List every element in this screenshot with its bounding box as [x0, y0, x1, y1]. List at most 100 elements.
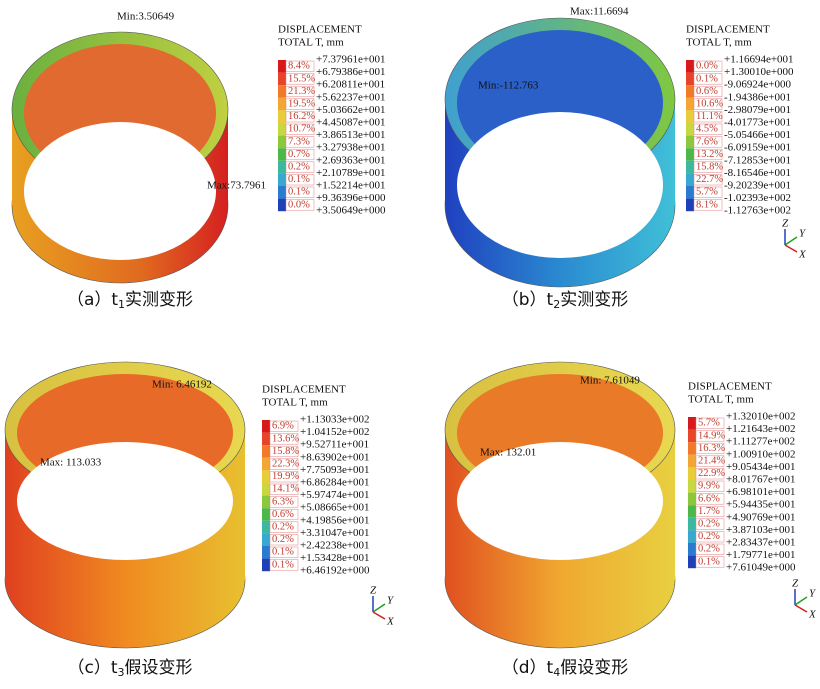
legend-value: +6.46192e+000 — [300, 565, 370, 577]
legend-pct-box — [269, 445, 299, 458]
legend-swatch — [688, 442, 696, 455]
legend-swatch — [278, 110, 286, 123]
legend-value: +3.50649e+000 — [316, 205, 386, 217]
legend-value: +1.53428e+001 — [300, 552, 370, 564]
legend-value: -4.01773e+001 — [724, 117, 791, 129]
legend-pct-box — [285, 174, 315, 186]
legend-value: +3.87103e+001 — [726, 524, 796, 536]
legend-value: +2.69363e+001 — [316, 154, 386, 166]
legend-percent: 14.9% — [698, 430, 725, 441]
legend-value: +3.31047e+001 — [300, 527, 370, 539]
legend-pct-box — [695, 455, 725, 467]
panel: Max:73.7961 Min:3.50649 DISPLACEMENTTOTAL … — [11, 11, 386, 311]
max-label: Max: 132.01 — [480, 447, 536, 459]
legend-swatch — [262, 483, 270, 496]
ring-hole — [24, 122, 216, 260]
legend-pct-box — [693, 98, 723, 110]
legend-value: +7.37961e+001 — [316, 54, 386, 66]
legend-unit: TOTAL T, mm — [278, 37, 344, 49]
legend-pct-box — [693, 73, 723, 85]
legend-swatch — [686, 110, 694, 123]
legend-percent: 21.3% — [288, 86, 315, 97]
legend-swatch — [688, 517, 696, 531]
legend-value: -1.12763e+002 — [724, 205, 791, 217]
legend-swatch — [688, 543, 696, 556]
legend-pct-box — [695, 543, 725, 555]
legend-percent: 19.5% — [288, 99, 315, 110]
legend-value: -7.12853e+001 — [724, 154, 791, 166]
legend-swatch — [278, 173, 286, 186]
legend-percent: 0.2% — [272, 534, 294, 545]
legend-percent: 0.7% — [288, 149, 310, 160]
legend-percent: 4.5% — [696, 124, 718, 135]
legend-swatch — [688, 417, 696, 430]
legend-swatch — [262, 546, 270, 559]
legend-pct-box — [693, 161, 723, 173]
legend-percent: 21.4% — [698, 456, 725, 467]
legend-percent: 10.6% — [696, 99, 723, 110]
legend-pct-box — [269, 483, 299, 495]
legend-value: +1.52214e+001 — [316, 180, 386, 192]
caption-suffix: 假设变形 — [560, 658, 628, 678]
legend-pct-box — [693, 60, 723, 72]
legend-swatch — [262, 445, 270, 458]
caption-sub: 2 — [553, 298, 560, 311]
legend-swatch — [278, 148, 286, 161]
legend-swatch — [262, 495, 270, 509]
caption-sub: 4 — [553, 666, 560, 679]
legend-value: +4.45087e+001 — [316, 117, 386, 129]
legend-value: +2.42238e+001 — [300, 540, 370, 552]
legend-pct-box — [695, 531, 725, 543]
legend-swatch — [262, 533, 270, 546]
legend-title: DISPLACEMENT — [262, 384, 346, 396]
legend-pct-box — [693, 123, 723, 135]
legend-swatch — [688, 492, 696, 506]
min-label: Min:3.50649 — [117, 11, 175, 23]
triad-x-label: X — [808, 609, 817, 621]
caption-sub: 3 — [118, 666, 125, 679]
max-label: Max:73.7961 — [207, 180, 266, 192]
legend-swatch — [688, 454, 696, 468]
legend-percent: 11.1% — [696, 111, 723, 122]
caption: （d）t4假设变形 — [502, 658, 628, 679]
legend-pct-box — [695, 442, 725, 455]
legend-value: -5.05466e+001 — [724, 129, 791, 141]
legend-swatch — [262, 558, 270, 572]
legend-value: +2.10789e+001 — [316, 167, 386, 179]
legend-value: +6.98101e+001 — [726, 486, 796, 498]
legend-value: +7.75093e+001 — [300, 464, 370, 476]
legend-value: +5.03662e+001 — [316, 104, 386, 116]
triad-y-label: Y — [387, 595, 395, 607]
legend-percent: 0.1% — [272, 559, 294, 570]
triad-y — [794, 596, 808, 606]
legend-swatch — [262, 508, 270, 521]
legend-value: -9.06924e+000 — [724, 79, 791, 91]
caption-prefix: （c）t — [67, 658, 117, 678]
legend-value: +8.01767e+001 — [726, 474, 796, 486]
legend-swatch — [686, 85, 694, 98]
legend-percent: 16.2% — [288, 111, 315, 122]
legend-percent: 0.6% — [272, 509, 294, 520]
legend-value: +5.97474e+001 — [300, 489, 370, 501]
legend-swatch — [278, 198, 286, 212]
legend-percent: 0.2% — [272, 522, 294, 533]
legend-swatch — [686, 72, 694, 86]
legend-value: +1.13033e+002 — [300, 414, 370, 426]
triad-x-label: X — [386, 616, 395, 628]
legend-percent: 5.7% — [698, 418, 720, 429]
legend-pct-box — [695, 518, 725, 530]
legend-percent: 9.9% — [698, 481, 720, 492]
legend-value: +4.90769e+001 — [726, 511, 796, 523]
legend-percent: 7.3% — [288, 136, 310, 147]
legend-percent: 14.1% — [272, 484, 299, 495]
legend-pct-box — [695, 468, 725, 480]
legend-value: -2.98079e+001 — [724, 104, 791, 116]
triad-x — [794, 604, 808, 613]
legend-percent: 6.6% — [698, 493, 720, 504]
legend-swatch — [686, 97, 694, 111]
legend-value: +5.94435e+001 — [726, 499, 796, 511]
legend-pct-box — [285, 60, 315, 72]
legend-percent: 6.9% — [272, 421, 294, 432]
legend-swatch — [278, 72, 286, 86]
